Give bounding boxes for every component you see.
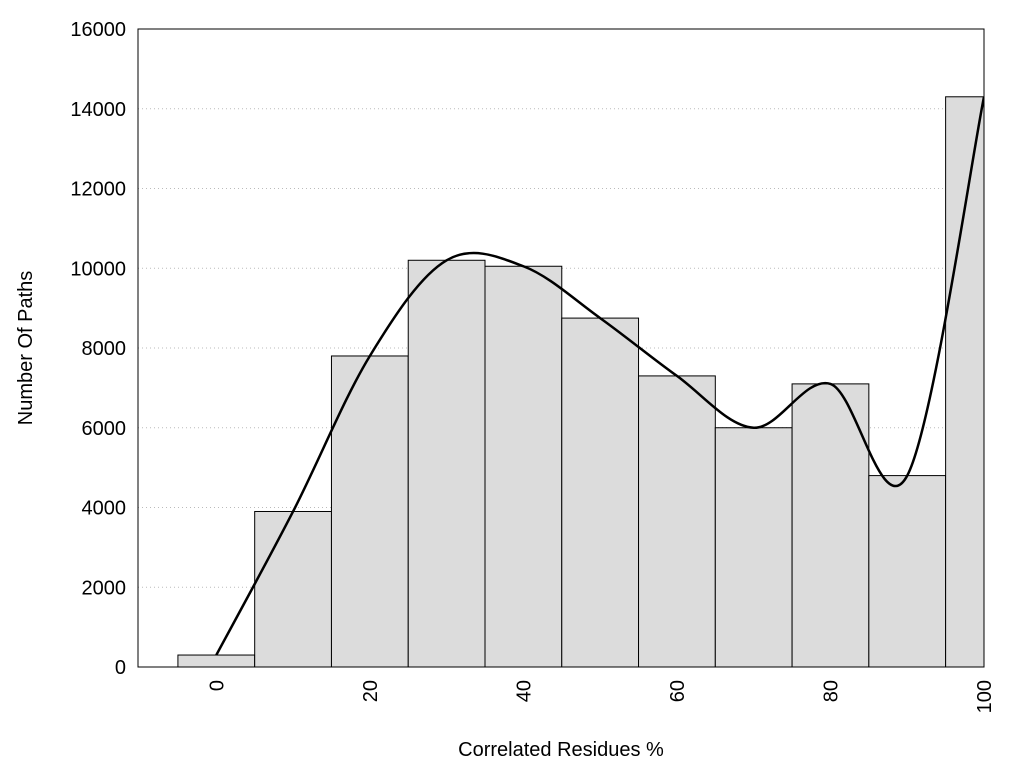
bars	[177, 96, 984, 667]
y-tick-label: 2000	[82, 577, 127, 599]
plot-frame	[137, 28, 985, 668]
y-tick-label: 14000	[70, 99, 126, 121]
bar	[868, 475, 947, 667]
y-tick-label: 8000	[82, 338, 127, 360]
y-axis-label: Number Of Paths	[15, 271, 37, 426]
x-tick-label: 0	[206, 680, 228, 691]
x-tick-label: 60	[667, 680, 689, 702]
bar	[791, 383, 870, 667]
y-tick-label: 12000	[70, 179, 126, 201]
y-tick-label: 0	[115, 657, 126, 679]
trend-curve	[215, 96, 984, 656]
bar	[254, 510, 332, 667]
y-tick-label: 6000	[82, 418, 127, 440]
y-tick-label: 4000	[82, 498, 127, 520]
x-tick-label: 100	[974, 680, 996, 713]
y-tick-label: 10000	[70, 258, 126, 280]
bar	[177, 654, 256, 667]
bar	[407, 259, 486, 667]
x-tick-label: 20	[360, 680, 382, 702]
bar	[330, 355, 409, 667]
bar	[484, 265, 563, 667]
bar	[638, 375, 716, 667]
x-tick-label: 80	[820, 680, 842, 702]
x-axis-label: Correlated Residues %	[458, 739, 664, 761]
y-tick-label: 16000	[70, 19, 126, 41]
bar	[714, 427, 793, 667]
curve-layer	[215, 96, 984, 656]
x-tick-label: 40	[513, 680, 535, 702]
labels: 0 2000 4000 6000 8000 10000 12000 14000 16000 0 20…	[70, 19, 996, 713]
bar	[561, 317, 640, 667]
